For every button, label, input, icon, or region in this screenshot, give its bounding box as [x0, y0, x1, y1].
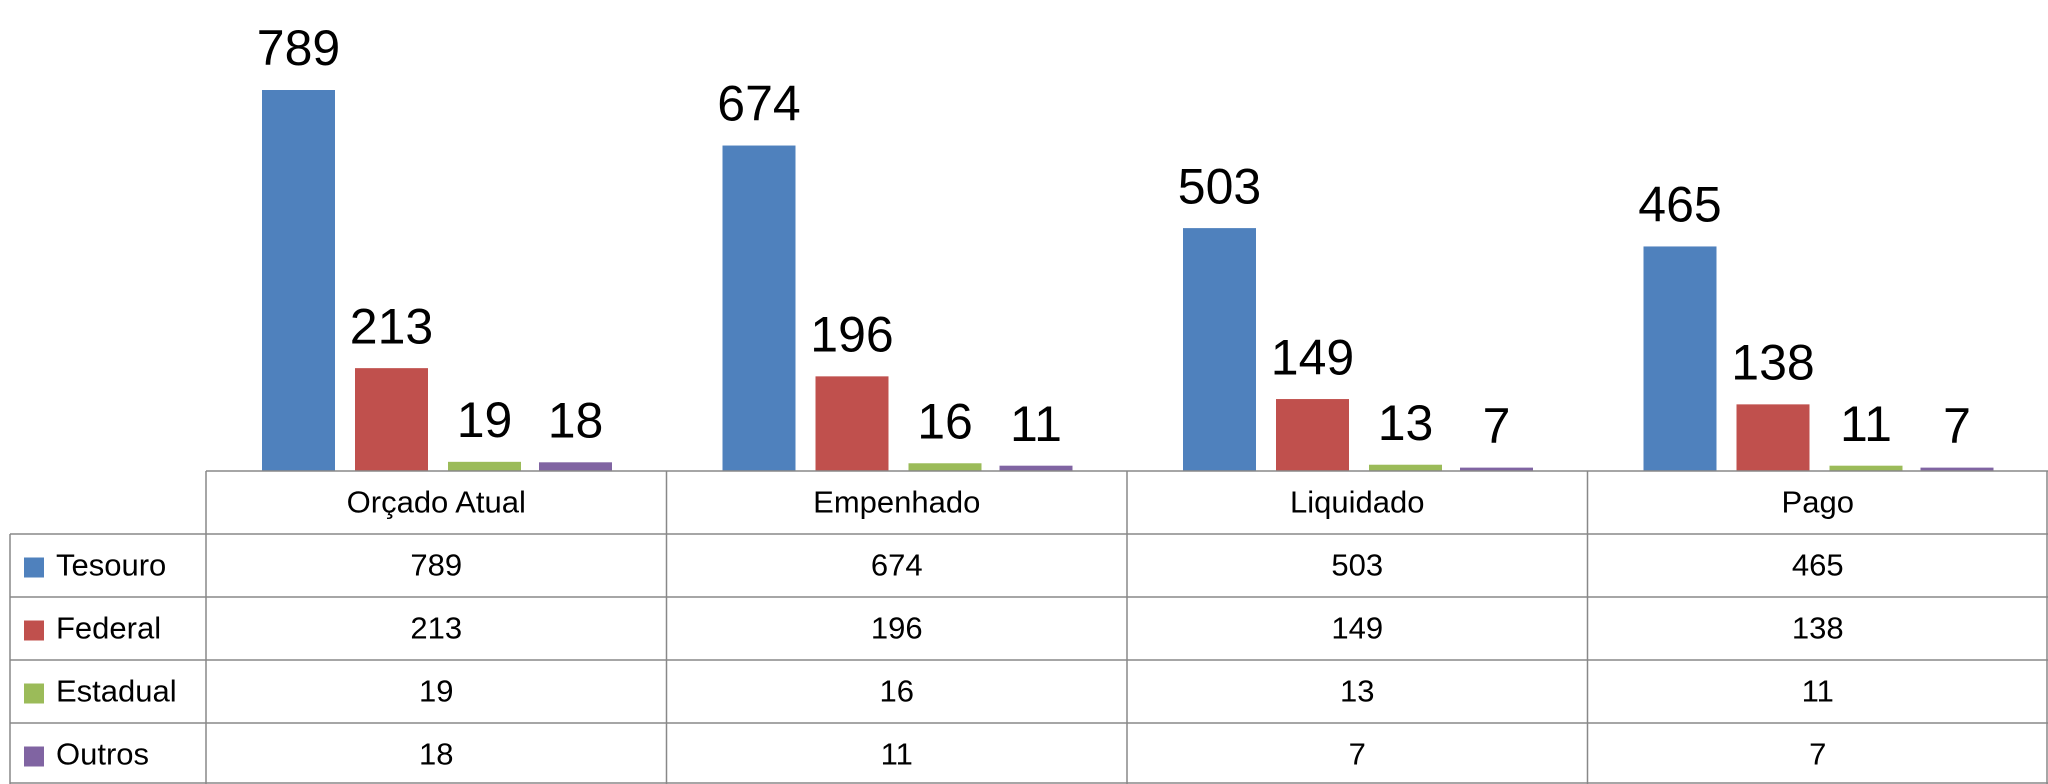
x-tick-label: Pago	[1782, 485, 1854, 520]
table-cell: 465	[1792, 548, 1844, 583]
bar	[262, 90, 335, 471]
table-cell: 11	[881, 737, 913, 772]
bar	[1920, 467, 1994, 471]
data-label: 674	[717, 76, 800, 132]
table-cell: 18	[419, 737, 453, 772]
x-tick-label: Empenhado	[813, 485, 980, 520]
data-label: 13	[1378, 395, 1434, 451]
bar	[1643, 246, 1717, 471]
legend-swatch	[24, 683, 44, 704]
table-cell: 149	[1331, 611, 1383, 646]
data-label: 149	[1271, 329, 1354, 385]
legend-swatch	[24, 557, 44, 578]
bar	[1183, 228, 1256, 471]
table-cell: 16	[880, 674, 914, 709]
bar	[722, 145, 796, 471]
data-label: 196	[810, 307, 893, 363]
bar	[1369, 464, 1442, 471]
legend-swatch	[24, 620, 44, 641]
bar	[1829, 465, 1903, 471]
table-cell: 7	[1809, 737, 1826, 772]
legend-label: Federal	[56, 611, 161, 646]
table-cell: 196	[871, 611, 923, 646]
bar	[448, 461, 521, 471]
data-label: 465	[1638, 177, 1721, 233]
table-cell: 7	[1349, 737, 1366, 772]
bar	[999, 465, 1073, 471]
data-label: 19	[457, 392, 513, 448]
table-cell: 138	[1792, 611, 1844, 646]
bar	[908, 463, 982, 471]
legend-label: Outros	[56, 737, 149, 772]
data-label: 11	[1010, 396, 1062, 452]
legend-label: Tesouro	[56, 548, 166, 583]
table-cell: 19	[419, 674, 453, 709]
data-label: 7	[1483, 398, 1511, 454]
data-label: 213	[350, 298, 433, 354]
table-cell: 13	[1340, 674, 1374, 709]
table-cell: 11	[1802, 674, 1834, 709]
bar	[539, 462, 612, 471]
bar	[1736, 404, 1810, 471]
bar	[355, 368, 428, 471]
table-cell: 503	[1331, 548, 1383, 583]
data-label: 16	[917, 393, 973, 449]
x-tick-label: Orçado Atual	[347, 485, 526, 520]
x-tick-label: Liquidado	[1290, 485, 1424, 520]
table-cell: 213	[410, 611, 462, 646]
data-label: 138	[1731, 335, 1814, 391]
data-label: 789	[257, 20, 340, 76]
bar	[1276, 399, 1349, 471]
legend-swatch	[24, 746, 44, 767]
legend-label: Estadual	[56, 674, 177, 709]
data-label: 18	[548, 393, 604, 449]
data-label: 503	[1178, 158, 1261, 214]
table-cell: 674	[871, 548, 923, 583]
bar	[1460, 467, 1533, 471]
bar	[815, 376, 889, 471]
data-label: 7	[1943, 398, 1971, 454]
table-cell: 789	[410, 548, 462, 583]
data-label: 11	[1840, 396, 1892, 452]
